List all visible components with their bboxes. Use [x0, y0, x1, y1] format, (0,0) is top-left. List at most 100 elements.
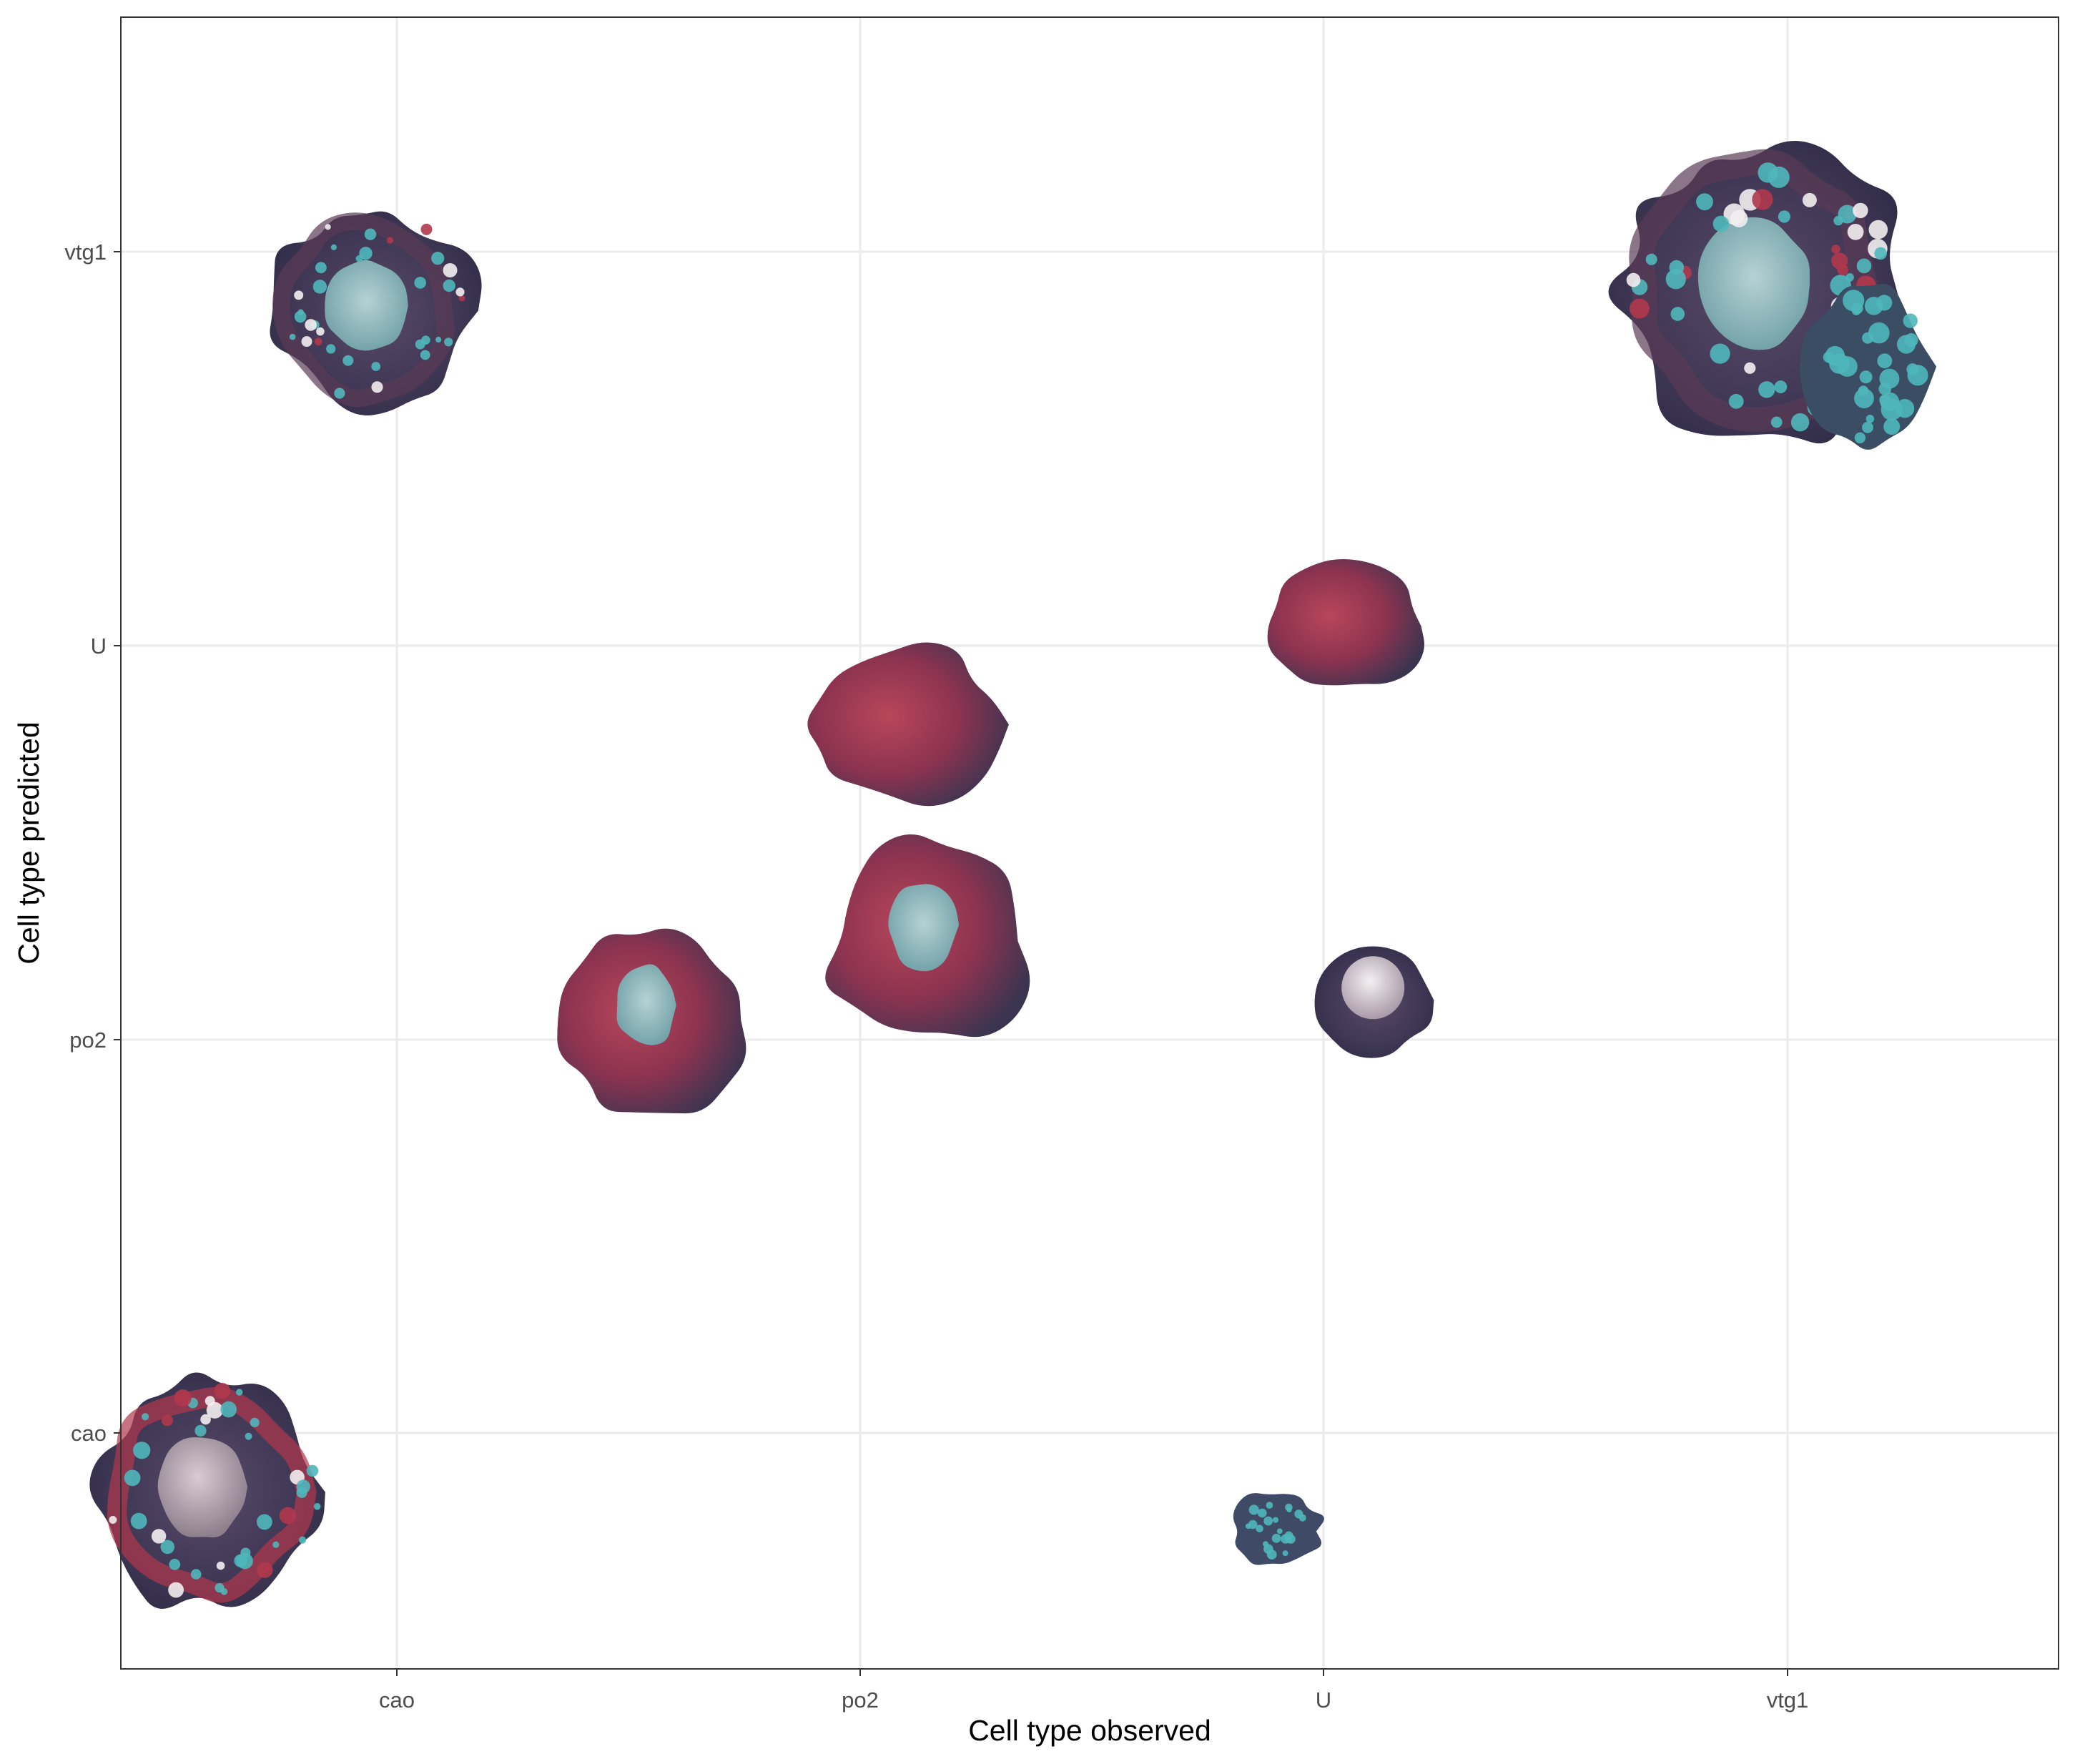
- tissue-granule: [1730, 210, 1748, 227]
- tissue-granule: [1868, 322, 1890, 344]
- tissue-granule: [237, 1552, 253, 1570]
- tissue-granule: [421, 335, 430, 345]
- tissue-granule: [130, 1512, 147, 1529]
- tissue-granule: [1258, 1508, 1267, 1518]
- tissue-granule: [236, 1389, 243, 1396]
- tissue-granule: [455, 287, 465, 297]
- tissue-granule: [312, 280, 327, 294]
- y-tick-label-po2: po2: [69, 1028, 107, 1053]
- tissue-granule: [1263, 1516, 1273, 1526]
- tissue-granule: [1837, 356, 1858, 377]
- tissue-granule: [1665, 269, 1686, 290]
- tissue-image-vtg1-vtg1-8: [1608, 141, 1937, 450]
- tissue-granule: [272, 1541, 280, 1548]
- x-tick-label-U: U: [1316, 1687, 1331, 1713]
- tissue-granule: [316, 327, 325, 336]
- tissue-granule: [1823, 351, 1835, 363]
- tissue-granule: [151, 1529, 167, 1544]
- tissue-body: [1267, 558, 1424, 686]
- tissue-granule: [1790, 413, 1810, 432]
- tissue-granule: [1838, 205, 1857, 224]
- tissue-granule: [1858, 385, 1869, 396]
- tissue-granule: [1862, 332, 1874, 344]
- tissue-granule: [220, 1401, 237, 1418]
- tissue-granule: [1744, 362, 1756, 374]
- tissue-granule: [1285, 1536, 1292, 1544]
- tissue-image-U-po2-6: [1314, 946, 1434, 1058]
- tissue-granule: [289, 333, 296, 340]
- tissue-granule: [1630, 298, 1650, 319]
- tissue-granule: [214, 1383, 230, 1399]
- y-tick-label-cao: cao: [71, 1421, 107, 1446]
- tissue-granule: [245, 1432, 252, 1440]
- tissue-granule: [174, 1389, 192, 1407]
- tissue-granule: [1843, 290, 1865, 312]
- tissue-granule: [296, 1479, 310, 1494]
- tissue-nucleus: [157, 1437, 248, 1538]
- tissue-granule: [194, 1424, 207, 1437]
- tissue-image-U-cao-7: [1233, 1493, 1324, 1565]
- tissue-granule: [1854, 432, 1866, 443]
- tissue-image-po2-po2-2: [557, 928, 746, 1114]
- tissue-granule: [1896, 335, 1916, 354]
- tissue-granule: [109, 1516, 117, 1524]
- tissue-granule: [216, 1561, 225, 1570]
- tissue-granule: [1286, 1507, 1292, 1513]
- tissue-nucleus: [1341, 956, 1405, 1020]
- tissue-granule: [325, 224, 331, 230]
- tissue-granule: [257, 1562, 273, 1578]
- tissue-granule: [1696, 193, 1713, 211]
- tissue-granule: [435, 336, 442, 343]
- tissue-granule: [444, 337, 453, 347]
- tissue-granule: [142, 1413, 149, 1421]
- tissue-granule: [364, 228, 377, 240]
- tissue-granule: [315, 262, 327, 274]
- tissue-granule: [1626, 272, 1641, 287]
- tissue-granule: [443, 279, 455, 292]
- tissue-granule: [1864, 297, 1883, 315]
- tissue-granule: [299, 1536, 307, 1544]
- tissue-image-po2-U-4: [807, 642, 1009, 807]
- tissue-granule: [1752, 189, 1773, 210]
- tissue-granule: [1770, 416, 1783, 428]
- tissue-granule: [1874, 247, 1887, 260]
- tissue-granule: [1669, 260, 1685, 275]
- y-tick-label-U: U: [91, 634, 107, 659]
- tissue-granule: [305, 319, 317, 331]
- tissue-granule: [342, 355, 354, 366]
- tissue-granule: [294, 290, 304, 300]
- tissue-granule: [250, 1417, 260, 1427]
- tissue-granule: [326, 344, 336, 354]
- tissue-granule: [371, 362, 381, 371]
- tissue-granule: [458, 295, 465, 302]
- x-tick-label-po2: po2: [842, 1687, 879, 1713]
- tissue-granule: [1263, 1541, 1268, 1547]
- x-tick-label-cao: cao: [379, 1687, 415, 1713]
- image-marks: [89, 141, 1937, 1609]
- tissue-granule: [1248, 1504, 1259, 1515]
- tissue-granule: [1271, 1534, 1281, 1543]
- tissue-granule: [1859, 370, 1873, 384]
- tissue-granule: [1831, 245, 1840, 254]
- tissue-rim: [272, 212, 455, 408]
- tissue-granule: [1712, 215, 1730, 232]
- tissue-granule: [386, 237, 394, 244]
- tissue-granule: [279, 1507, 297, 1524]
- tissue-granule: [1774, 380, 1788, 393]
- tissue-granule: [133, 1442, 151, 1459]
- tissue-granule: [257, 1514, 272, 1530]
- tissue-granule: [190, 1569, 202, 1580]
- tissue-granule: [220, 1588, 228, 1595]
- tissue-granule: [1862, 421, 1873, 433]
- tissue-granule: [1728, 393, 1744, 409]
- tissue-granule: [160, 1539, 175, 1554]
- tissue-granule: [169, 1559, 181, 1570]
- tissue-granule: [1877, 353, 1893, 369]
- y-tick-label-vtg1: vtg1: [64, 240, 107, 265]
- tissue-granule: [1778, 210, 1790, 223]
- x-tick-label-vtg1: vtg1: [1767, 1687, 1809, 1713]
- x-axis-title: Cell type observed: [968, 1714, 1211, 1747]
- tissue-granule: [1856, 258, 1872, 274]
- tissue-image-cao-vtg1-1: [270, 211, 482, 416]
